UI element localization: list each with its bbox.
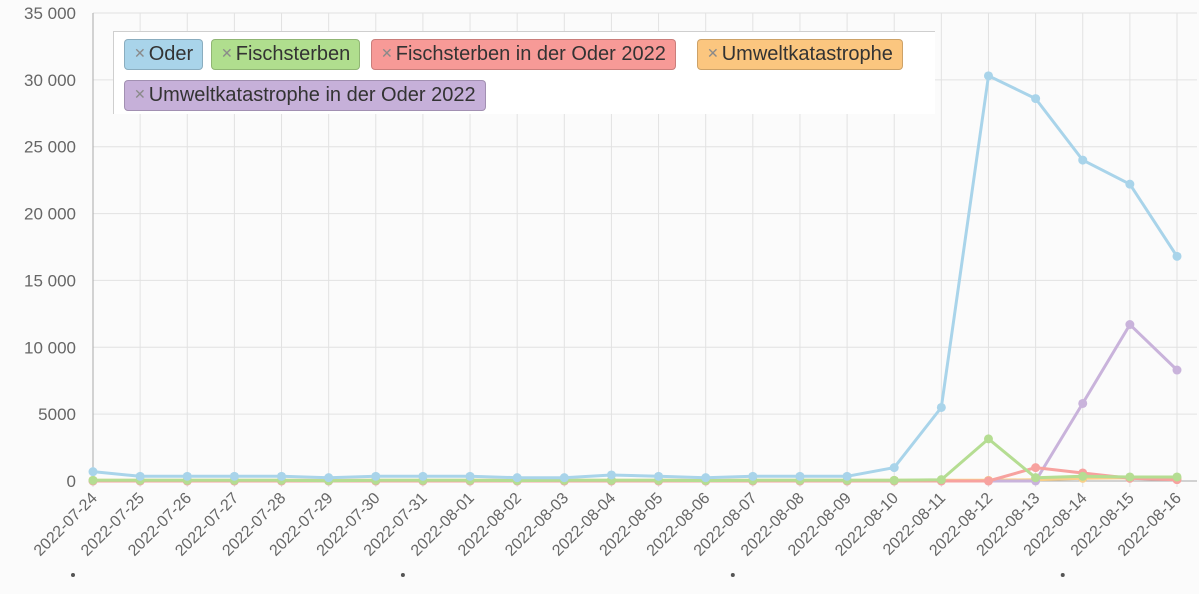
legend-label: Umweltkatastrophe in der Oder 2022 [148,84,476,106]
series-line [91,437,1179,483]
y-tick-label: 5000 [38,405,76,424]
remove-icon[interactable]: ✕ [134,46,146,62]
remove-icon[interactable]: ✕ [381,46,393,62]
data-point[interactable] [229,471,239,481]
data-point[interactable] [182,471,192,481]
data-point[interactable] [889,475,899,485]
series-umweltkatastrophe-in-der-oder-2022 [88,320,1182,486]
data-point[interactable] [889,463,899,473]
data-point[interactable] [1031,463,1041,473]
data-point[interactable] [277,471,287,481]
y-tick-label: 25 000 [24,138,76,157]
series-line [91,74,1179,480]
data-point[interactable] [983,434,993,444]
legend-label: Umweltkatastrophe [721,43,893,65]
legend-label: Fischsterben in der Oder 2022 [395,43,666,65]
week-marker-dot [1060,573,1065,577]
legend-item-fischsterben[interactable]: ✕ Fischsterben [211,39,361,70]
data-point[interactable] [701,473,711,483]
remove-icon[interactable]: ✕ [221,46,233,62]
data-point[interactable] [606,470,616,480]
remove-icon[interactable]: ✕ [707,46,719,62]
legend-item-umweltkatastrophe-in-der-oder-2022[interactable]: ✕ Umweltkatastrophe in der Oder 2022 [124,80,486,111]
remove-icon[interactable]: ✕ [134,87,146,103]
data-point[interactable] [1078,155,1088,165]
legend: ✕ Oder ✕ Fischsterben ✕ Fischsterben in der… [113,31,935,114]
data-point[interactable] [1031,94,1041,104]
data-point[interactable] [936,402,946,412]
data-point[interactable] [324,473,334,483]
y-tick-label: 15 000 [24,271,76,290]
week-marker-dot [730,573,735,577]
legend-item-fischsterben-in-der-oder-2022[interactable]: ✕ Fischsterben in der Oder 2022 [371,39,676,70]
data-point[interactable] [418,471,428,481]
data-point[interactable] [88,475,98,485]
y-axis-ticks: 0 5000 10 000 15 000 20 000 25 000 30 000 35 00… [24,4,76,491]
series-oder [88,71,1182,483]
data-point[interactable] [1125,472,1135,482]
data-point[interactable] [1172,251,1182,261]
data-point[interactable] [654,471,664,481]
data-point[interactable] [88,467,98,477]
data-point[interactable] [1125,179,1135,189]
data-point[interactable] [795,471,805,481]
y-tick-label: 20 000 [24,205,76,224]
x-axis-ticks: 2022-07-242022-07-252022-07-262022-07-27… [31,490,1185,577]
data-point[interactable] [983,71,993,81]
data-point[interactable] [559,473,569,483]
legend-label: Fischsterben [235,43,351,65]
data-point[interactable] [1078,471,1088,481]
legend-item-oder[interactable]: ✕ Oder [124,39,204,70]
data-point[interactable] [1125,320,1135,330]
data-point[interactable] [842,471,852,481]
legend-label: Oder [148,43,194,65]
data-point[interactable] [465,471,475,481]
data-point[interactable] [748,471,758,481]
legend-item-umweltkatastrophe[interactable]: ✕ Umweltkatastrophe [697,39,903,70]
data-point[interactable] [135,471,145,481]
week-marker-dot [71,573,75,577]
data-point[interactable] [1078,398,1088,408]
data-point[interactable] [371,471,381,481]
y-tick-label: 0 [67,472,76,491]
data-point[interactable] [983,476,993,486]
data-point[interactable] [512,473,522,483]
y-tick-label: 35 000 [24,4,76,23]
data-point[interactable] [1031,473,1041,483]
y-tick-label: 10 000 [24,338,76,357]
data-point[interactable] [1172,365,1182,375]
week-marker-dot [400,573,405,577]
data-point[interactable] [936,475,946,485]
series-layer [88,71,1182,486]
series-line [91,323,1179,483]
y-tick-label: 30 000 [24,71,76,90]
data-point[interactable] [1172,472,1182,482]
